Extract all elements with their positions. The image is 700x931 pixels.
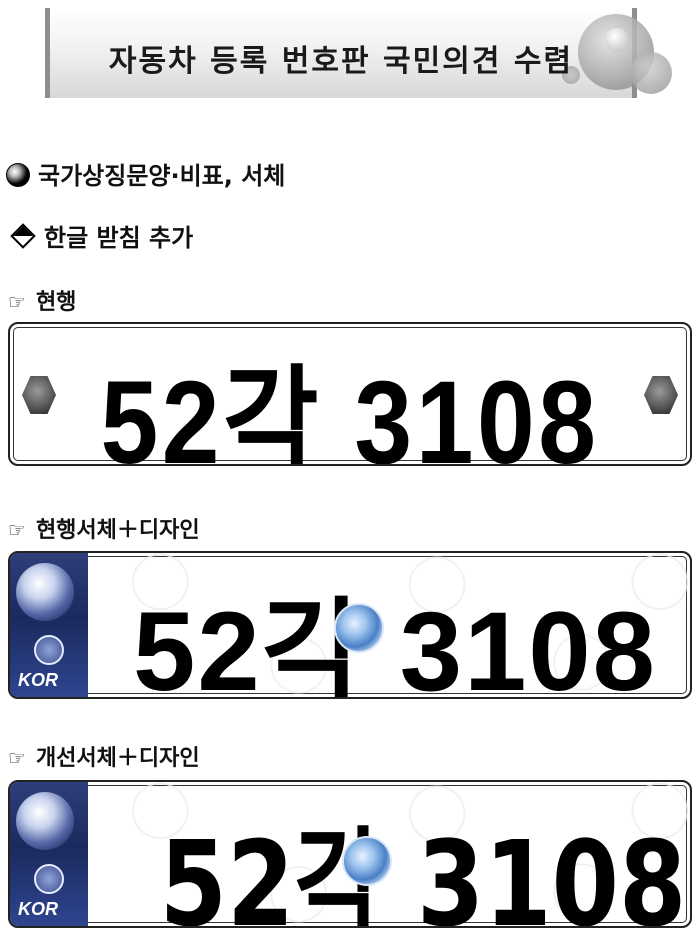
batchim-item-label: 한글 받침 추가 — [44, 224, 194, 252]
pointing-hand-icon: ☞ — [8, 290, 26, 314]
radio-bullet-icon — [6, 163, 30, 187]
hologram-seal-icon — [34, 635, 64, 665]
section-label-text: 현행 — [35, 290, 77, 315]
plate-number: 52각 3108 — [100, 357, 600, 466]
hologram-seal-icon — [34, 864, 64, 894]
section-label-current-design: ☞ 현행서체＋디자인 — [8, 512, 200, 544]
title-banner: 자동차 등록 번호판 국민의견 수렴 — [45, 8, 672, 98]
plate-number: 52각 3108 — [133, 589, 657, 699]
symbol-item-label: 국가상징문양·비표, 서체 — [38, 162, 286, 190]
national-strip: KOR — [10, 553, 88, 697]
plate-number: 52각 3108 — [159, 815, 687, 928]
decorative-bubble — [562, 66, 580, 84]
section-label-text: 개선서체＋디자인 — [35, 746, 200, 771]
page-title: 자동차 등록 번호판 국민의견 수렴 — [108, 44, 574, 79]
background-pattern — [88, 553, 690, 697]
license-plate-current-design: KOR 52각 3108 — [8, 551, 692, 699]
decorative-bubble — [605, 28, 629, 52]
symbol-item: 국가상징문양·비표, 서체 — [6, 156, 285, 191]
national-emblem-icon — [334, 603, 384, 653]
country-code: KOR — [18, 899, 58, 919]
license-plate-improved-design: KOR 52각 3108 — [8, 780, 692, 928]
section-label-improved-design: ☞ 개선서체＋디자인 — [8, 740, 200, 772]
national-strip: KOR — [10, 782, 88, 926]
taegeuk-swoosh-icon — [16, 563, 74, 621]
pointing-hand-icon: ☞ — [8, 746, 26, 770]
national-emblem-icon — [342, 836, 392, 886]
taegeuk-swoosh-icon — [16, 792, 74, 850]
pointing-hand-icon: ☞ — [8, 518, 26, 542]
country-code: KOR — [18, 670, 58, 690]
diamond-bullet-icon — [10, 223, 36, 249]
section-label-current: ☞ 현행 — [8, 284, 76, 316]
license-plate-current: 52각 3108 — [8, 322, 692, 466]
bolt-left-icon — [22, 376, 56, 414]
bolt-right-icon — [644, 376, 678, 414]
decorative-bubble — [630, 52, 672, 94]
section-label-text: 현행서체＋디자인 — [35, 518, 200, 543]
batchim-item: 한글 받침 추가 — [6, 218, 193, 253]
